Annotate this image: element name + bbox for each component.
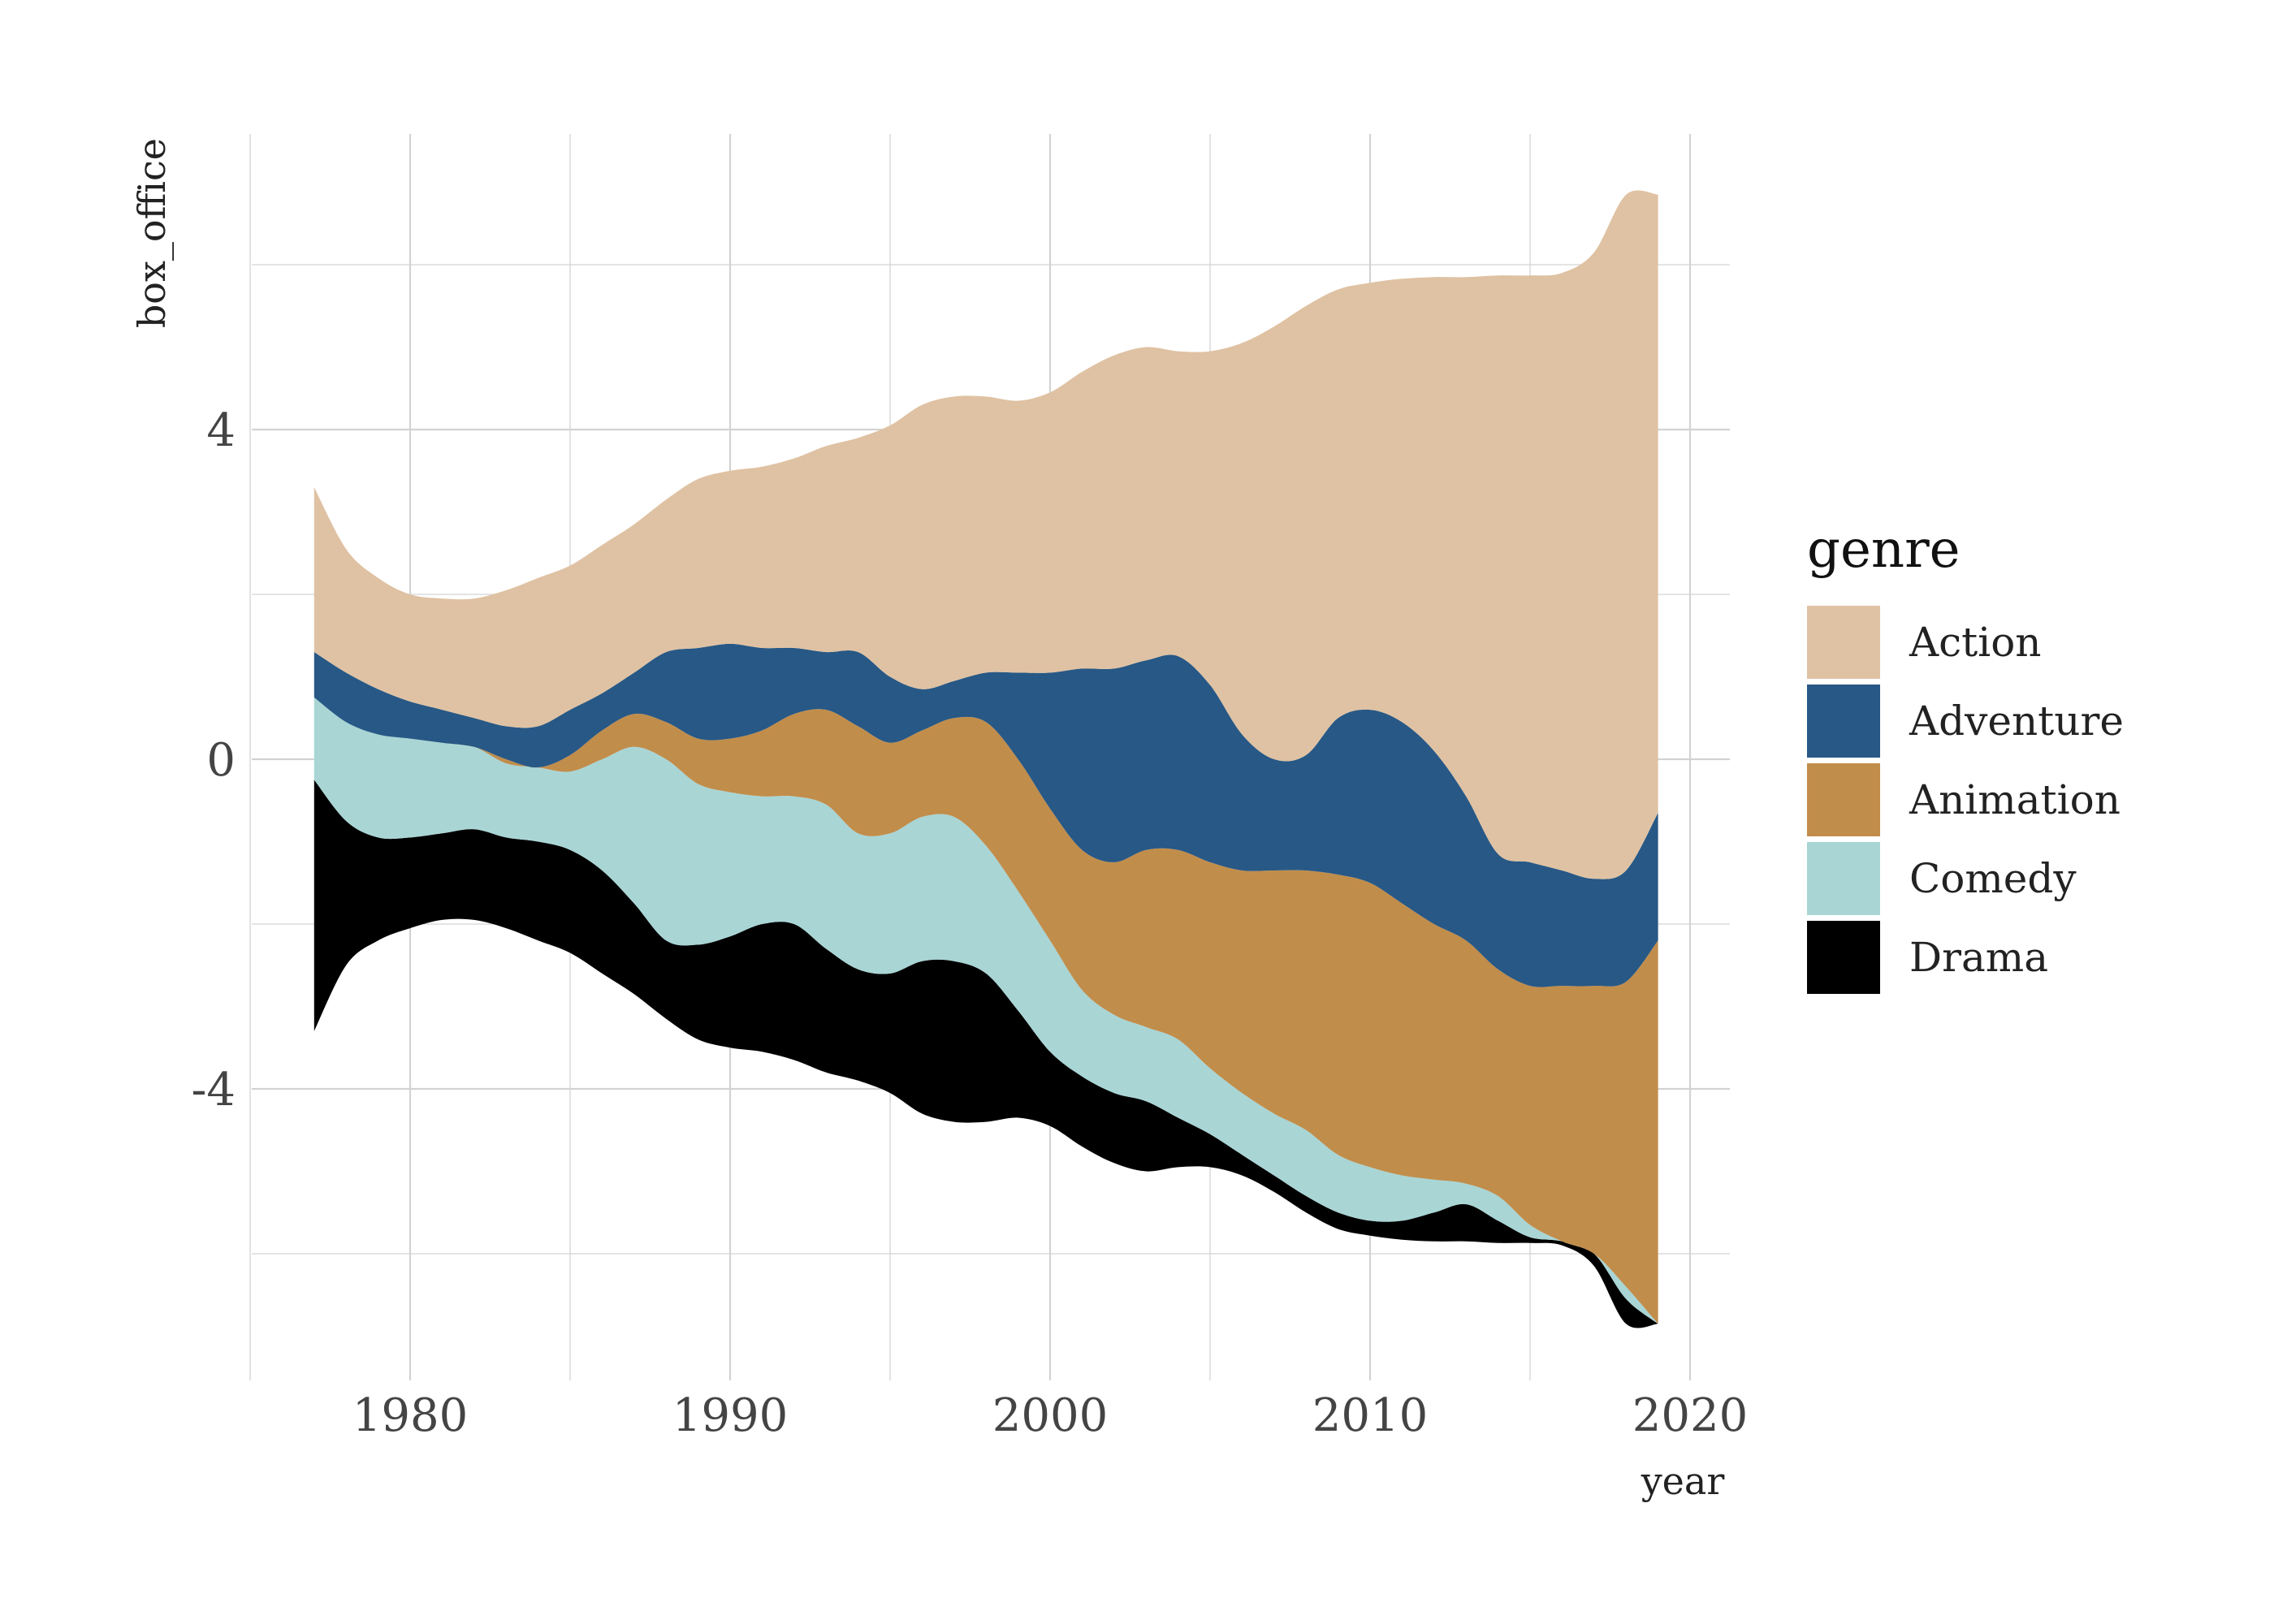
legend-key-swatch bbox=[1807, 605, 1880, 679]
legend-key-swatch bbox=[1807, 920, 1880, 994]
legend-item-comedy: Comedy bbox=[1807, 839, 2124, 918]
legend-items: Action Adventure Animation Comedy Drama bbox=[1807, 603, 2124, 996]
legend-key-swatch bbox=[1807, 762, 1880, 836]
x-tick-label: 2020 bbox=[1632, 1389, 1749, 1442]
stream-comedy bbox=[313, 697, 1658, 1324]
legend-key-swatch bbox=[1807, 841, 1880, 915]
x-axis-title: year bbox=[1641, 1459, 1725, 1503]
stream-animation bbox=[313, 697, 1658, 1324]
legend-label: Comedy bbox=[1909, 854, 2077, 902]
y-tick-label: -4 bbox=[191, 1064, 236, 1116]
legend-item-action: Action bbox=[1807, 603, 2124, 681]
stream-adventure bbox=[313, 643, 1658, 987]
legend-label: Animation bbox=[1909, 775, 2121, 823]
legend-title: genre bbox=[1807, 520, 1961, 580]
legend-label: Adventure bbox=[1909, 697, 2124, 745]
legend-label: Action bbox=[1909, 618, 2042, 666]
y-tick-label: 0 bbox=[206, 734, 236, 787]
tick-labels: 1980 1990 2000 2010 2020 -4 0 4 bbox=[191, 404, 1748, 1442]
x-tick-label: 1980 bbox=[352, 1389, 469, 1442]
legend-key-swatch bbox=[1807, 684, 1880, 758]
legend: genre Action Adventure Animation Comedy Dram… bbox=[1807, 520, 2124, 996]
y-tick-label: 4 bbox=[206, 404, 236, 457]
legend-item-adventure: Adventure bbox=[1807, 681, 2124, 760]
legend-item-animation: Animation bbox=[1807, 760, 2124, 839]
stream-areas bbox=[313, 190, 1658, 1328]
legend-label: Drama bbox=[1909, 933, 2049, 981]
stream-action bbox=[313, 190, 1658, 879]
stream-drama bbox=[313, 780, 1658, 1328]
y-axis-title: box_office bbox=[130, 138, 174, 328]
x-tick-label: 1990 bbox=[672, 1389, 789, 1442]
legend-item-drama: Drama bbox=[1807, 918, 2124, 996]
x-tick-label: 2000 bbox=[992, 1389, 1109, 1442]
x-tick-label: 2010 bbox=[1312, 1389, 1429, 1442]
